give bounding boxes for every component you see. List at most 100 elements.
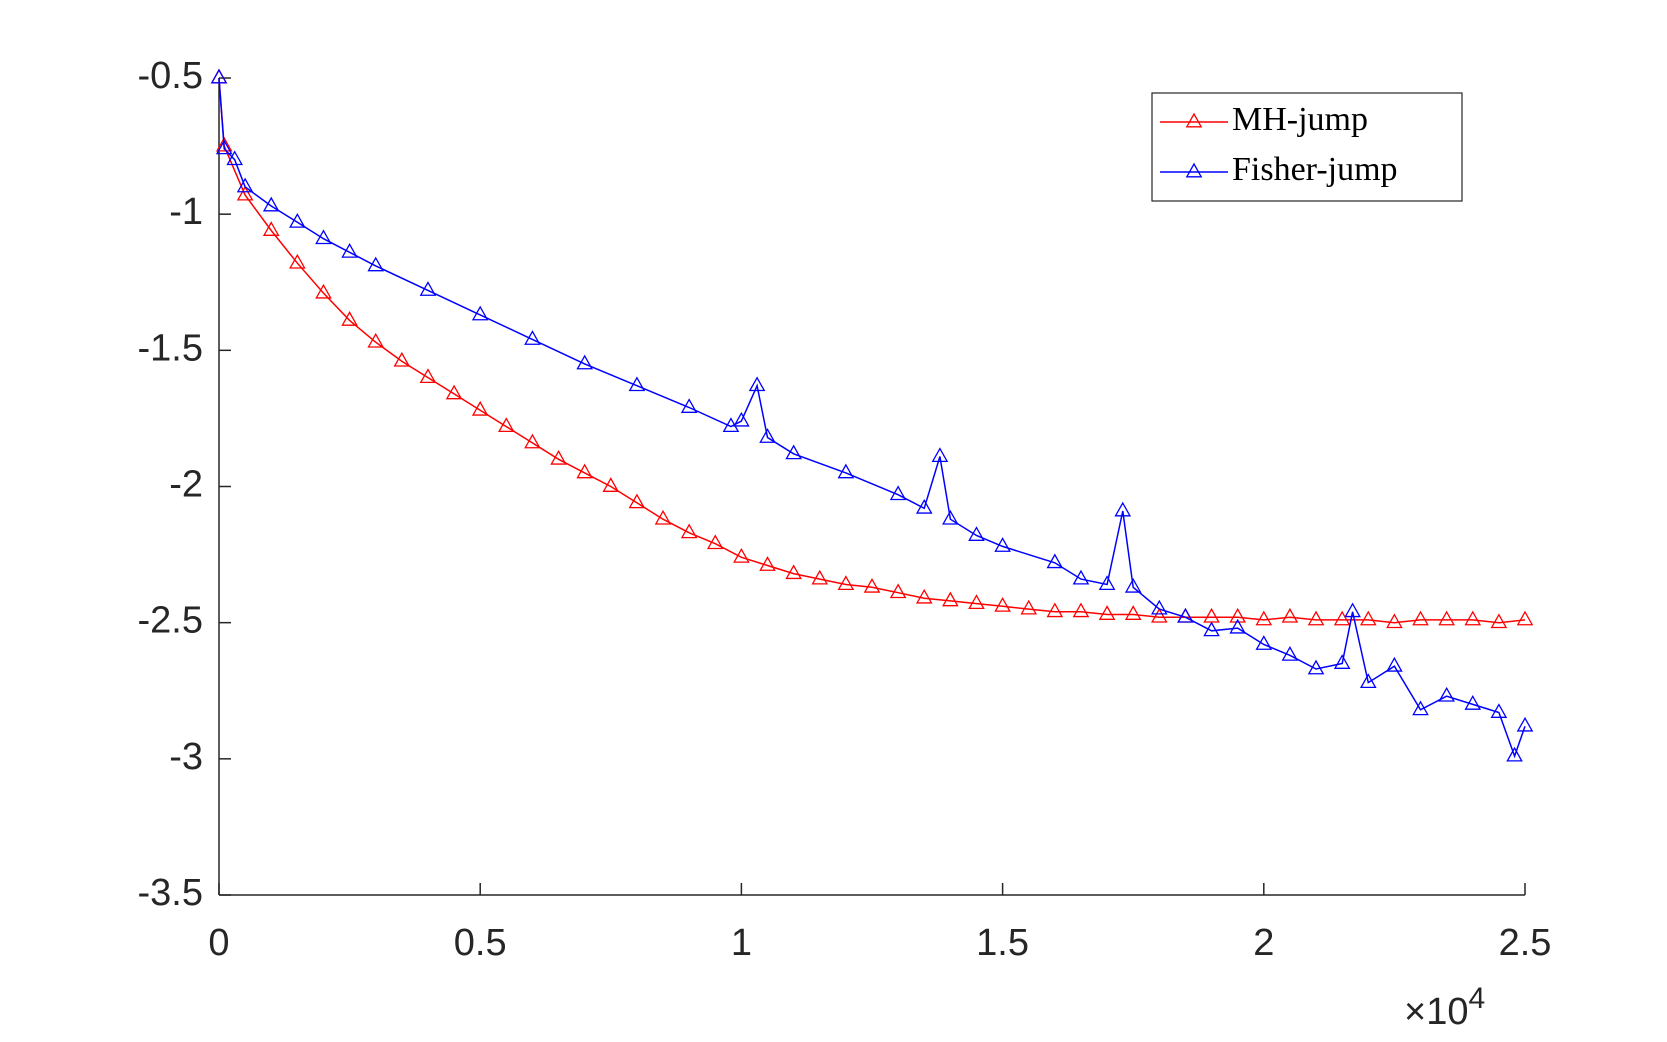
data-marker: [1506, 746, 1523, 762]
legend-marker: [1185, 112, 1203, 128]
x-tick-label: 0: [208, 922, 229, 964]
data-marker: [1359, 673, 1377, 689]
data-marker: [1177, 607, 1194, 623]
data-marker: [1046, 553, 1064, 569]
data-marker: [1098, 575, 1116, 590]
data-marker: [1281, 607, 1299, 623]
data-marker: [1255, 635, 1273, 650]
data-marker: [1307, 659, 1325, 675]
y-tick-label: -2.5: [138, 600, 203, 642]
data-marker: [367, 256, 385, 272]
data-marker: [759, 428, 776, 443]
data-marker: [889, 583, 907, 599]
y-tick-label: -1: [169, 191, 203, 233]
x-tick-label: 1.5: [976, 922, 1029, 964]
data-marker: [226, 150, 243, 166]
data-marker: [602, 477, 620, 492]
data-marker: [367, 332, 385, 348]
data-marker: [1333, 654, 1351, 669]
data-marker: [968, 526, 985, 541]
data-marker: [1046, 602, 1064, 618]
data-marker: [445, 384, 463, 400]
y-tick-label: -3.5: [138, 872, 203, 914]
data-marker: [419, 281, 437, 296]
data-marker: [915, 498, 933, 514]
data-marker: [262, 196, 280, 212]
data-marker: [1229, 607, 1246, 623]
data-marker: [1307, 610, 1325, 626]
data-marker: [524, 433, 541, 449]
data-marker: [1098, 605, 1116, 620]
data-marker: [680, 523, 698, 539]
data-marker: [1255, 610, 1273, 626]
legend-marker: [1185, 162, 1203, 178]
data-marker: [1438, 610, 1455, 626]
data-marker: [1386, 656, 1403, 672]
y-tick-label: -1.5: [138, 327, 203, 369]
data-marker: [889, 485, 907, 501]
data-marker: [942, 509, 959, 525]
x-tick-label: 2.5: [1499, 922, 1552, 964]
data-marker: [748, 376, 766, 392]
data-marker: [1412, 610, 1429, 626]
data-marker: [341, 311, 358, 326]
data-marker: [1072, 569, 1090, 585]
data-marker: [1114, 501, 1132, 517]
data-marker: [576, 463, 593, 479]
data-marker: [706, 534, 724, 550]
data-marker: [628, 376, 646, 392]
data-marker: [733, 547, 750, 563]
data-marker: [1464, 695, 1482, 710]
data-marker: [289, 213, 306, 228]
legend-box: [1151, 92, 1463, 202]
data-marker: [419, 368, 437, 384]
data-marker: [733, 411, 750, 427]
data-marker: [1516, 716, 1534, 732]
data-marker: [210, 68, 228, 84]
x-tick-label: 0.5: [454, 922, 507, 964]
data-marker: [1438, 686, 1455, 702]
data-marker: [550, 449, 567, 465]
data-marker: [315, 283, 332, 299]
data-marker: [315, 229, 332, 245]
data-marker: [785, 444, 802, 460]
series-line: [218, 77, 1526, 759]
data-marker: [341, 242, 358, 258]
data-marker: [236, 185, 254, 201]
y-tick-label: -3: [169, 736, 203, 778]
y-tick-label: -0.5: [138, 55, 203, 97]
data-marker: [863, 577, 881, 593]
x-multiplier: ×104: [1404, 982, 1485, 1033]
data-marker: [1151, 607, 1168, 623]
data-marker: [1412, 700, 1429, 716]
data-marker: [1124, 605, 1142, 620]
data-marker: [837, 463, 855, 479]
data-marker: [759, 556, 776, 571]
data-marker: [1344, 602, 1361, 618]
series-line: [218, 77, 1526, 624]
data-marker: [215, 136, 233, 152]
data-marker: [811, 569, 829, 585]
data-marker: [968, 594, 985, 610]
x-multiplier-exponent: 4: [1468, 982, 1485, 1015]
data-marker: [262, 221, 280, 236]
data-marker: [915, 588, 933, 604]
data-marker: [576, 354, 593, 370]
data-marker: [1072, 602, 1090, 618]
data-marker: [942, 591, 959, 607]
data-marker: [1464, 610, 1482, 626]
legend-label: Fisher-jump: [1232, 151, 1398, 188]
x-multiplier-base: ×10: [1404, 991, 1468, 1033]
data-marker: [1281, 646, 1299, 661]
data-marker: [837, 575, 855, 590]
data-marker: [1203, 621, 1220, 637]
data-marker: [471, 305, 489, 321]
data-marker: [1124, 577, 1142, 593]
data-marker: [931, 447, 949, 462]
x-tick-label: 2: [1253, 922, 1274, 964]
x-tick-label: 1: [731, 922, 752, 964]
data-marker: [1333, 610, 1351, 626]
data-marker: [680, 398, 698, 413]
data-marker: [994, 537, 1011, 552]
data-marker: [1516, 610, 1534, 626]
